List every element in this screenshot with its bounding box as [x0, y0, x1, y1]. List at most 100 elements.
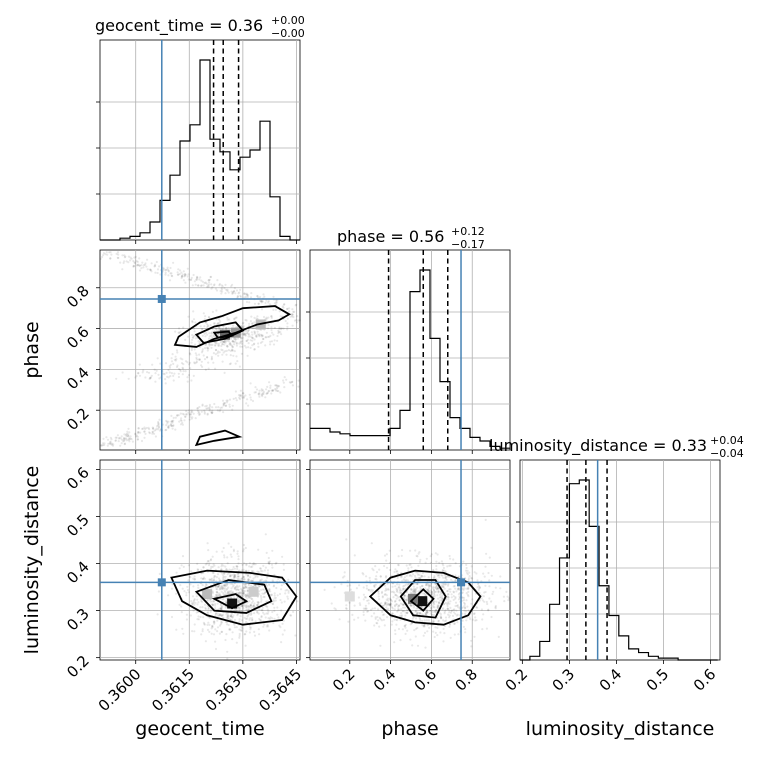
- sample-point: [380, 619, 384, 622]
- sample-point: [275, 586, 278, 590]
- sample-point: [256, 295, 259, 298]
- sample-point: [133, 265, 136, 268]
- sample-point: [105, 251, 108, 254]
- sample-point: [209, 608, 212, 611]
- sample-point: [481, 618, 484, 621]
- sample-point: [265, 392, 268, 395]
- sample-point: [289, 381, 292, 384]
- sample-point: [110, 442, 113, 445]
- sample-point: [222, 616, 225, 619]
- sample-point: [166, 268, 169, 271]
- sample-point: [218, 612, 221, 615]
- sample-point: [253, 583, 256, 587]
- sample-point: [224, 578, 227, 581]
- sample-point: [207, 367, 210, 370]
- sample-point: [383, 584, 387, 587]
- sample-point: [211, 625, 214, 628]
- sample-point: [390, 603, 393, 606]
- sample-point: [243, 292, 246, 296]
- sample-point: [249, 604, 253, 607]
- sample-point: [220, 287, 223, 290]
- sample-point: [220, 606, 223, 609]
- sample-point: [195, 360, 198, 363]
- sample-point: [278, 327, 281, 330]
- sample-point: [235, 585, 238, 589]
- sample-point: [421, 623, 424, 627]
- sample-point: [206, 611, 210, 614]
- sample-point: [262, 315, 266, 319]
- sample-point: [407, 569, 410, 572]
- sample-point: [208, 405, 212, 408]
- sample-point: [220, 621, 223, 624]
- sample-point: [230, 592, 233, 595]
- sample-point: [206, 412, 209, 415]
- sample-point: [271, 389, 274, 392]
- sample-point: [231, 631, 234, 634]
- sample-point: [274, 596, 277, 599]
- sample-point: [226, 591, 229, 594]
- density-cell: [220, 329, 230, 340]
- histogram-step: [520, 479, 718, 661]
- sample-point: [204, 640, 207, 643]
- sample-point: [242, 582, 246, 586]
- sample-point: [297, 379, 300, 382]
- sample-point: [236, 597, 239, 600]
- sample-point: [194, 417, 197, 420]
- sample-point: [275, 299, 278, 302]
- sample-point: [226, 614, 229, 617]
- sample-point: [244, 586, 247, 590]
- sample-point: [239, 389, 242, 392]
- sample-point: [270, 563, 274, 566]
- sample-point: [243, 296, 246, 299]
- sample-point: [231, 592, 234, 595]
- sample-point: [471, 577, 474, 580]
- sample-point: [215, 318, 218, 321]
- sample-point: [186, 585, 189, 588]
- sample-point: [229, 349, 232, 352]
- sample-point: [395, 603, 398, 606]
- sample-point: [257, 570, 260, 574]
- sample-point: [172, 419, 175, 422]
- sample-point: [255, 334, 258, 337]
- sample-point: [323, 588, 326, 592]
- sample-point: [434, 626, 437, 629]
- sample-point: [231, 568, 234, 571]
- sample-point: [204, 405, 207, 408]
- sample-point: [206, 628, 210, 632]
- sample-point: [446, 603, 449, 606]
- sample-point: [265, 388, 268, 391]
- sample-point: [251, 339, 254, 342]
- sample-point: [293, 319, 297, 322]
- sample-point: [216, 612, 219, 615]
- x-tick-label: 0.3645: [255, 665, 305, 715]
- sample-point: [395, 623, 398, 626]
- sample-point: [229, 343, 232, 346]
- sample-point: [280, 327, 283, 330]
- sample-point: [330, 602, 333, 605]
- sample-point: [228, 592, 231, 595]
- sample-point: [235, 565, 239, 568]
- sample-point: [404, 594, 407, 597]
- sample-point: [253, 605, 257, 609]
- sample-point: [237, 558, 240, 561]
- sample-point: [225, 353, 228, 356]
- sample-point: [400, 591, 403, 595]
- sample-point: [202, 284, 205, 287]
- sample-point: [441, 574, 444, 577]
- sample-point: [398, 609, 401, 612]
- sample-point: [253, 332, 256, 335]
- sample-point: [174, 330, 177, 333]
- sample-point: [441, 569, 444, 573]
- sample-point: [397, 596, 400, 599]
- sample-point: [100, 444, 103, 447]
- sample-point: [212, 361, 215, 364]
- sample-point: [245, 573, 248, 576]
- sample-point: [273, 594, 276, 597]
- sample-point: [242, 586, 246, 590]
- sample-point: [403, 584, 406, 587]
- sample-point: [462, 596, 466, 600]
- sample-point: [216, 588, 219, 591]
- sample-point: [210, 283, 213, 286]
- sample-point: [104, 253, 107, 256]
- sample-point: [230, 615, 233, 618]
